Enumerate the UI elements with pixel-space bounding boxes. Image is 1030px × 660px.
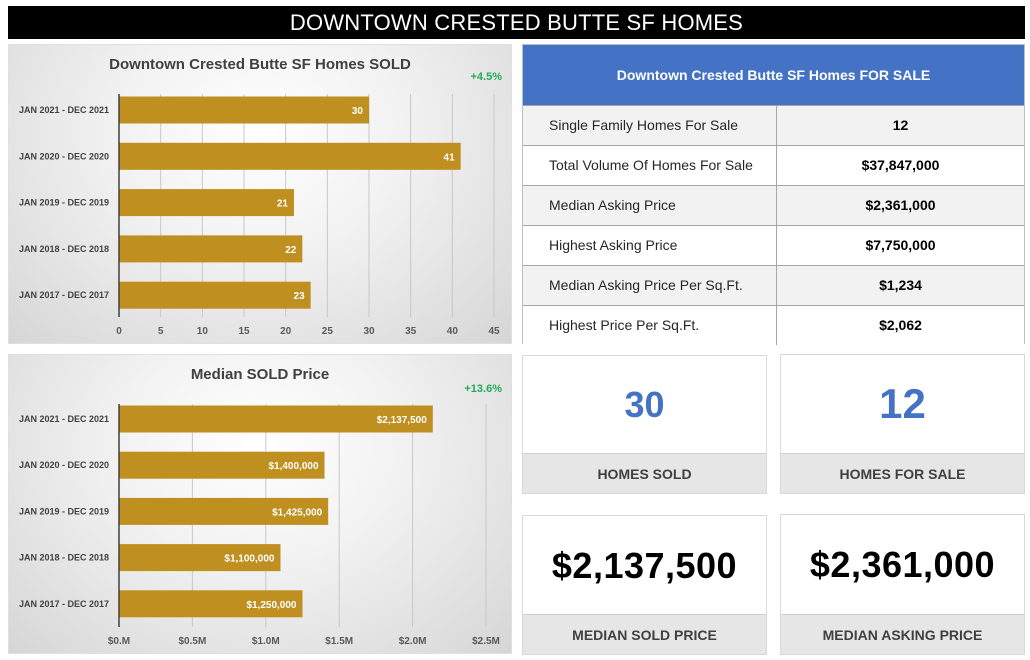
homes-for-sale-card: 12 HOMES FOR SALE — [780, 354, 1025, 494]
chart-title: Downtown Crested Butte SF Homes SOLD — [109, 56, 411, 73]
bar — [119, 405, 433, 433]
median-sold-price-chart: Median SOLD Price +13.6% $0.M $0.5M $1.0M $… — [8, 354, 512, 654]
bar-value-label: $2,137,500 — [377, 415, 427, 426]
bar — [119, 590, 303, 618]
gridlines — [191, 404, 487, 627]
bar-value-label: 21 — [277, 199, 289, 210]
homes-sold-value: 30 — [624, 384, 665, 425]
category-label: JAN 2018 - DEC 2018 — [19, 244, 109, 254]
bar-value-label: $1,400,000 — [268, 461, 318, 472]
bar-value-label: $1,250,000 — [246, 600, 296, 611]
bar-value-label: 41 — [444, 152, 456, 163]
bar — [119, 142, 461, 170]
x-tick-label: 15 — [238, 326, 250, 337]
table-header: Downtown Crested Butte SF Homes FOR SALE — [523, 45, 1024, 105]
table-body: Single Family Homes For Sale 12 Total Vo… — [523, 105, 1024, 345]
chart-title: Median SOLD Price — [191, 366, 329, 383]
category-label: JAN 2020 - DEC 2020 — [19, 460, 109, 470]
bar — [119, 544, 281, 572]
homes-sold-label: HOMES SOLD — [523, 453, 766, 493]
x-tick-label: $1.5M — [325, 636, 353, 647]
x-tick-label: $2.0M — [399, 636, 427, 647]
row-label: Highest Price Per Sq.Ft. — [523, 306, 777, 345]
change-percent-label: +13.6% — [464, 383, 502, 395]
median-asking-price-value: $2,361,000 — [809, 544, 996, 585]
median-asking-price-card: $2,361,000 MEDIAN ASKING PRICE — [780, 514, 1025, 655]
bar — [119, 497, 329, 525]
bar-value-label: $1,425,000 — [272, 507, 322, 518]
x-tick-label: 25 — [322, 326, 334, 337]
row-label: Single Family Homes For Sale — [523, 106, 777, 145]
category-label: JAN 2017 - DEC 2017 — [19, 599, 109, 609]
category-label: JAN 2021 - DEC 2021 — [19, 105, 109, 115]
table-row: Single Family Homes For Sale 12 — [523, 105, 1024, 145]
category-label: JAN 2019 - DEC 2019 — [19, 506, 109, 516]
homes-sold-chart: Downtown Crested Butte SF Homes SOLD +4.… — [8, 44, 512, 344]
median-sold-price-chart-svg: Median SOLD Price +13.6% $0.M $0.5M $1.0M $… — [19, 366, 502, 647]
table-row: Median Asking Price $2,361,000 — [523, 185, 1024, 225]
for-sale-table: Downtown Crested Butte SF Homes FOR SALE… — [522, 44, 1025, 345]
x-tick-label: $1.0M — [252, 636, 280, 647]
bar-value-label: 30 — [352, 106, 364, 117]
category-label: JAN 2018 - DEC 2018 — [19, 553, 109, 563]
row-label: Total Volume Of Homes For Sale — [523, 146, 777, 185]
row-label: Median Asking Price — [523, 186, 777, 225]
x-tick-label: 10 — [197, 326, 209, 337]
table-row: Total Volume Of Homes For Sale $37,847,0… — [523, 145, 1024, 185]
table-row: Median Asking Price Per Sq.Ft. $1,234 — [523, 265, 1024, 305]
x-tick-label: 45 — [488, 326, 500, 337]
median-asking-price-label: MEDIAN ASKING PRICE — [781, 614, 1024, 654]
table-row: Highest Price Per Sq.Ft. $2,062 — [523, 305, 1024, 345]
x-tick-label: $0.M — [108, 636, 130, 647]
change-percent-label: +4.5% — [471, 71, 503, 83]
gridlines — [160, 94, 495, 317]
x-tick-label: 40 — [447, 326, 459, 337]
category-label: JAN 2017 - DEC 2017 — [19, 290, 109, 300]
x-tick-label: $2.5M — [472, 636, 500, 647]
bar — [119, 96, 369, 124]
row-label: Median Asking Price Per Sq.Ft. — [523, 266, 777, 305]
x-tick-label: 35 — [405, 326, 417, 337]
row-label: Highest Asking Price — [523, 226, 777, 265]
homes-for-sale-value: 12 — [879, 380, 926, 427]
x-tick-label: $0.5M — [179, 636, 207, 647]
bar-value-label: $1,100,000 — [224, 554, 274, 565]
homes-for-sale-label: HOMES FOR SALE — [781, 453, 1024, 493]
row-value: 12 — [892, 117, 909, 133]
bar-value-label: 23 — [294, 291, 306, 302]
homes-sold-chart-svg: Downtown Crested Butte SF Homes SOLD +4.… — [19, 56, 503, 337]
bar — [119, 451, 325, 479]
table-row: Highest Asking Price $7,750,000 — [523, 225, 1024, 265]
x-tick-label: 30 — [363, 326, 375, 337]
median-sold-price-label: MEDIAN SOLD PRICE — [523, 614, 766, 654]
bar — [119, 281, 311, 309]
category-label: JAN 2021 - DEC 2021 — [19, 414, 109, 424]
row-value: $2,361,000 — [865, 197, 936, 213]
row-value: $2,062 — [879, 317, 922, 333]
category-label: JAN 2019 - DEC 2019 — [19, 198, 109, 208]
bar — [119, 189, 294, 217]
x-tick-label: 20 — [280, 326, 292, 337]
bar — [119, 235, 303, 263]
category-label: JAN 2020 - DEC 2020 — [19, 151, 109, 161]
median-sold-price-value: $2,137,500 — [551, 545, 738, 586]
median-sold-price-card: $2,137,500 MEDIAN SOLD PRICE — [522, 515, 767, 655]
dashboard-title: DOWNTOWN CRESTED BUTTE SF HOMES — [8, 6, 1025, 39]
row-value: $7,750,000 — [865, 237, 936, 253]
homes-sold-card: 30 HOMES SOLD — [522, 355, 767, 494]
bar-value-label: 22 — [285, 245, 297, 256]
row-value: $37,847,000 — [861, 157, 940, 173]
x-tick-label: 5 — [158, 326, 164, 337]
x-tick-label: 0 — [116, 326, 122, 337]
row-value: $1,234 — [879, 277, 922, 293]
